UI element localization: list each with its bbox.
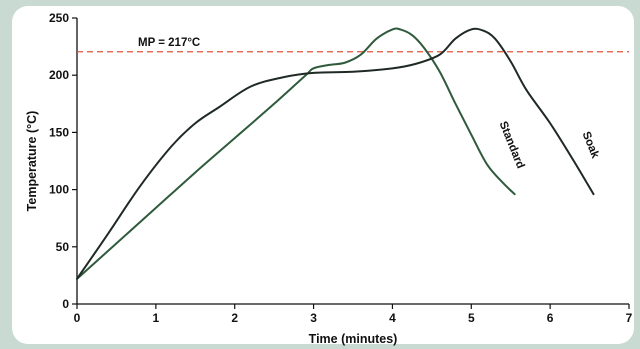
y-tick-label: 150 bbox=[49, 125, 69, 139]
y-tick-label: 0 bbox=[62, 297, 69, 311]
x-tick-label: 7 bbox=[626, 311, 633, 325]
x-tick-label: 3 bbox=[310, 311, 317, 325]
y-axis-title: Temperature (°C) bbox=[25, 111, 39, 212]
x-tick-label: 4 bbox=[389, 311, 396, 325]
x-tick-label: 5 bbox=[468, 311, 475, 325]
y-tick-label: 200 bbox=[49, 68, 69, 82]
series-line-soak bbox=[76, 27, 595, 280]
y-tick-label: 50 bbox=[56, 240, 70, 254]
series-label-soak: Soak bbox=[580, 130, 602, 161]
y-tick-label: 100 bbox=[49, 183, 69, 197]
axes: 0 1 2 3 4 5 6 7 0 50 100 150 200 250 Time (minutes) Tem… bbox=[25, 11, 633, 346]
chart-panel bbox=[12, 6, 634, 344]
x-axis-title: Time (minutes) bbox=[309, 332, 398, 346]
x-tick-label: 0 bbox=[74, 311, 81, 325]
x-tick-label: 2 bbox=[231, 311, 238, 325]
x-tick-label: 1 bbox=[153, 311, 160, 325]
series-group bbox=[76, 27, 595, 280]
series-label-standard: Standard bbox=[497, 120, 527, 171]
melting-point-label: MP = 217°C bbox=[138, 37, 200, 49]
y-tick-label: 250 bbox=[49, 11, 69, 25]
x-tick-label: 6 bbox=[547, 311, 554, 325]
reference-line-group: MP = 217°C bbox=[77, 37, 629, 53]
series-line-standard bbox=[76, 27, 516, 280]
labels-group: Standard Soak bbox=[497, 120, 602, 171]
